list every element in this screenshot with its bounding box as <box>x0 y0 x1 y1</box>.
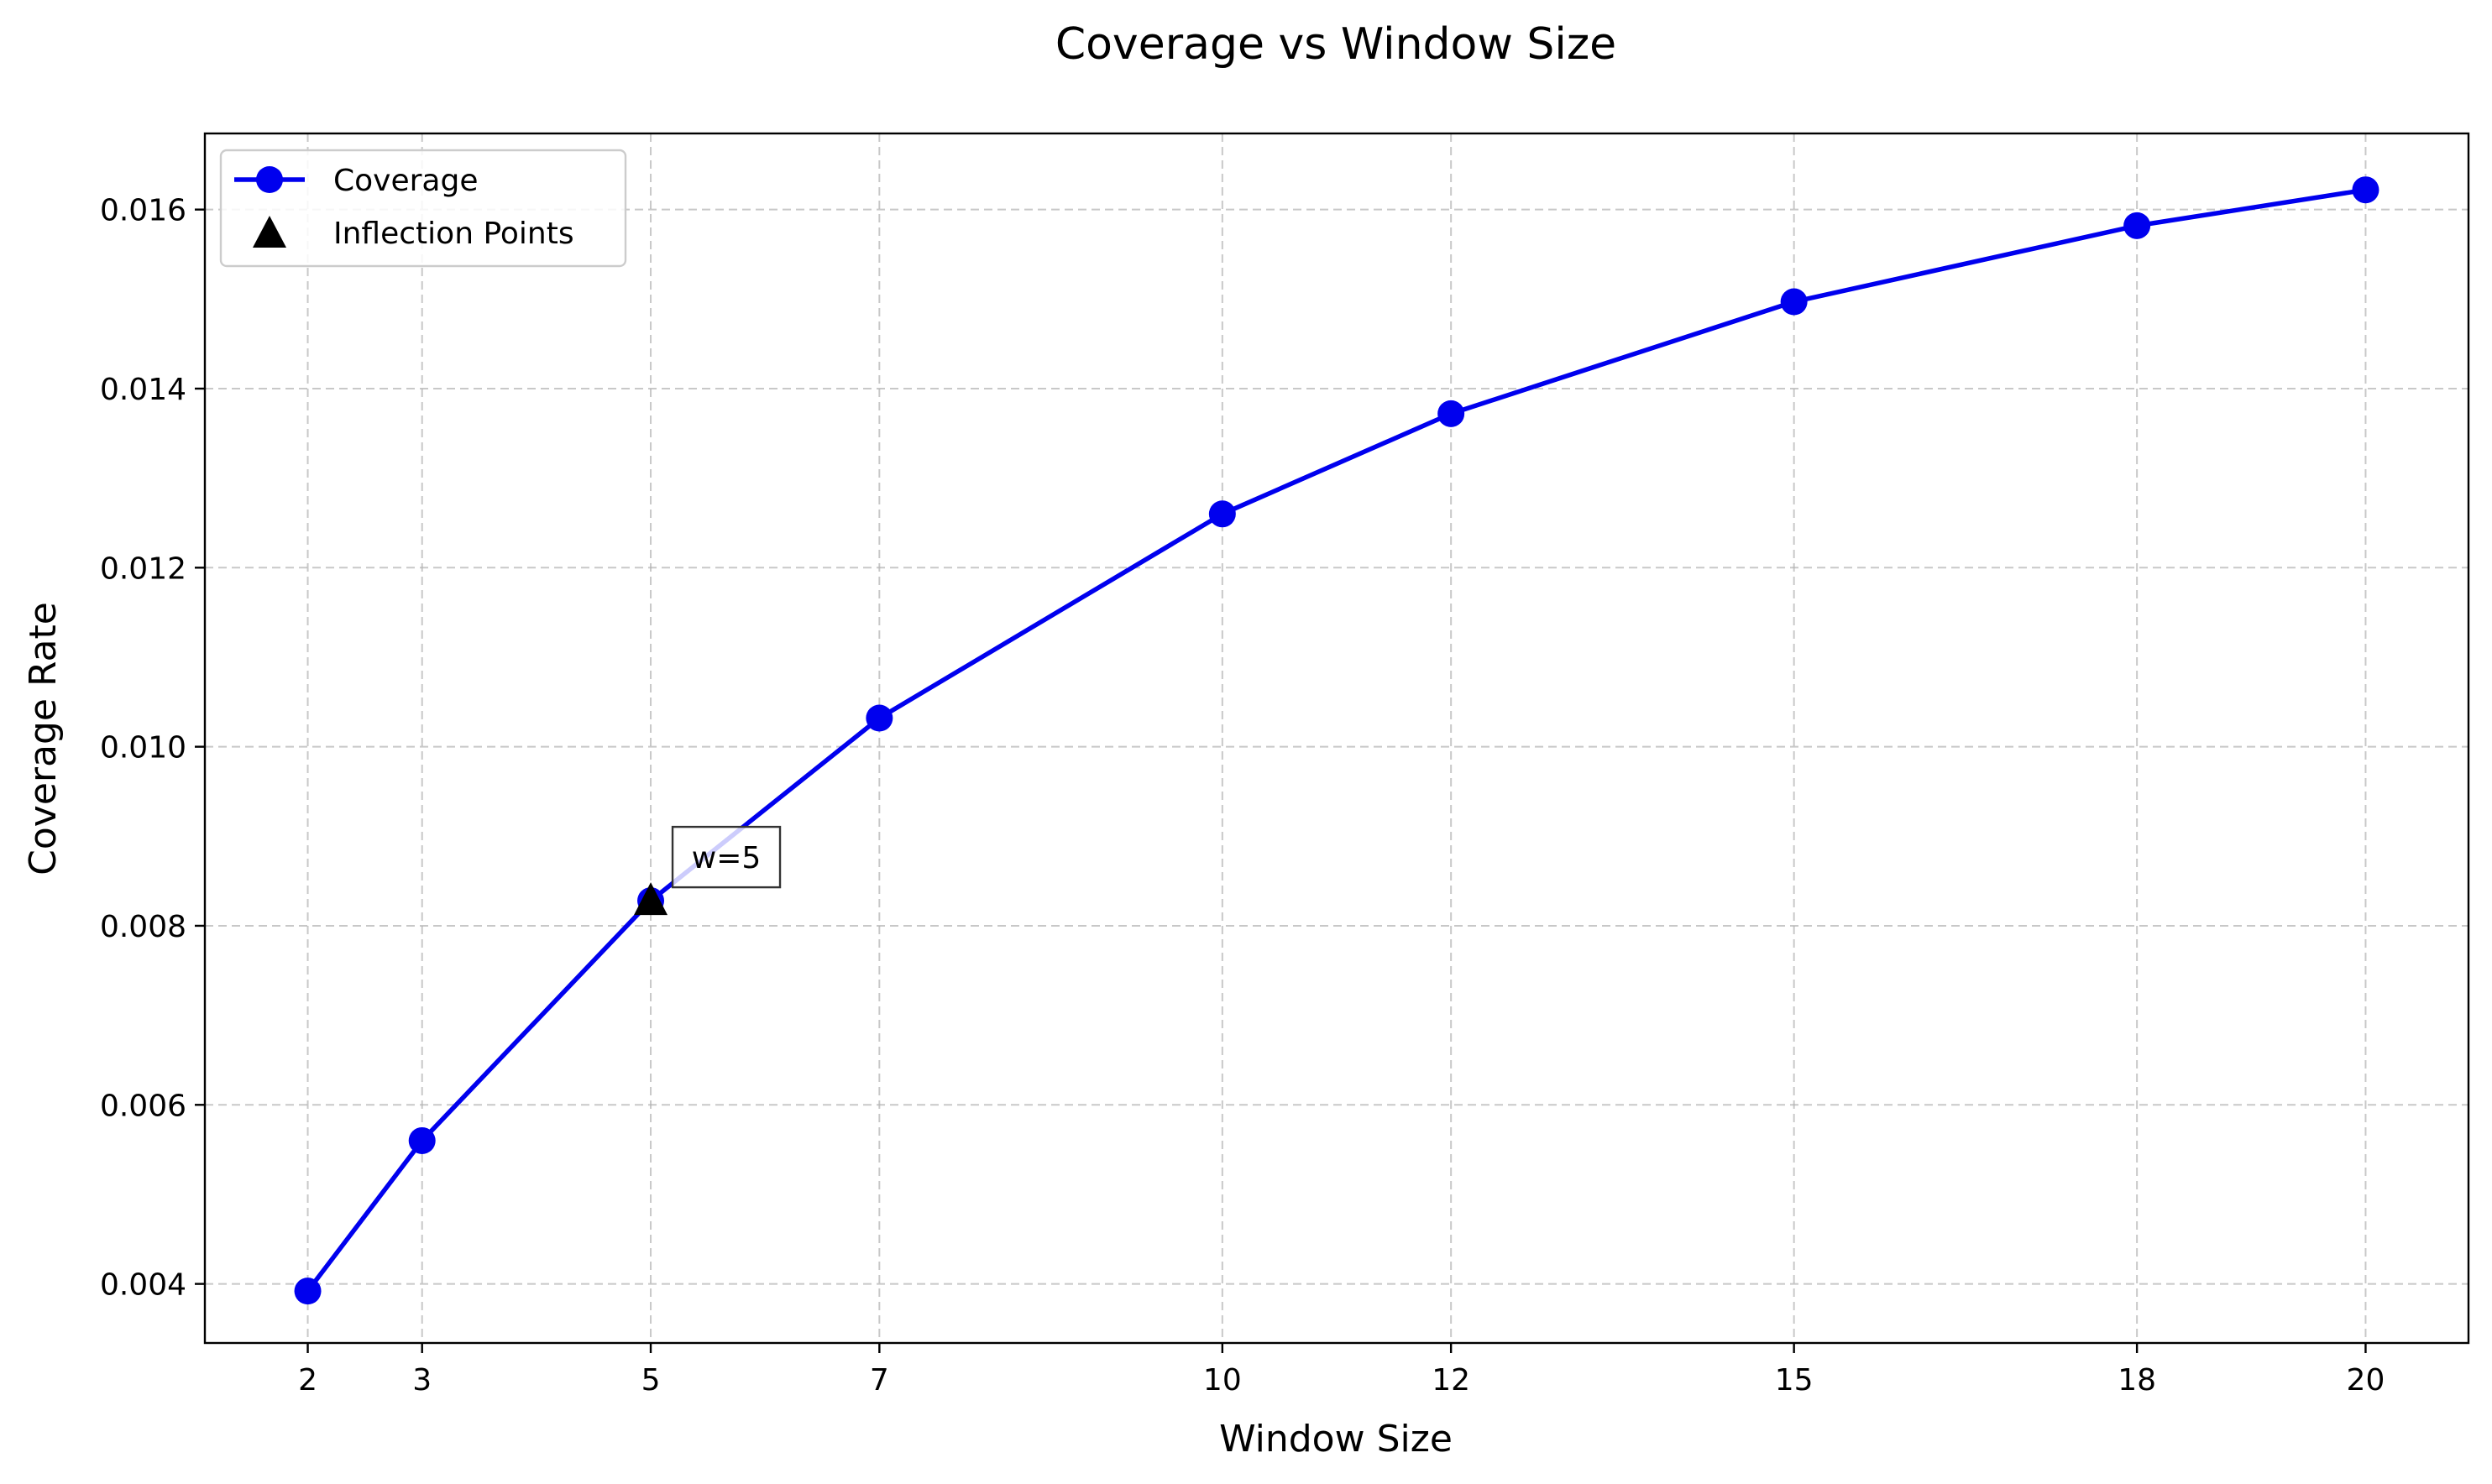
legend: Coverage Inflection Points <box>219 149 627 268</box>
x-tick-label: 15 <box>1775 1363 1814 1398</box>
x-tick-label: 5 <box>641 1363 661 1398</box>
y-tick-label: 0.006 <box>100 1089 186 1123</box>
coverage-data-point <box>1437 400 1465 427</box>
x-tick-label: 10 <box>1203 1363 1242 1398</box>
y-axis-ticks: 0.004 0.006 0.008 0.010 0.012 0.014 0.016 <box>100 194 205 1303</box>
x-tick-label: 18 <box>2118 1363 2156 1398</box>
x-tick-label: 12 <box>1432 1363 1470 1398</box>
y-tick-label: 0.004 <box>100 1268 186 1303</box>
coverage-data-point <box>1208 500 1236 528</box>
x-axis-label: Window Size <box>1219 1418 1453 1460</box>
legend-coverage-marker <box>256 166 283 193</box>
legend-label-coverage: Coverage <box>333 164 478 198</box>
chart-title: Coverage vs Window Size <box>1055 19 1616 70</box>
coverage-data-point <box>866 704 893 732</box>
y-axis-label: Coverage Rate <box>22 602 65 875</box>
coverage-data-point <box>294 1278 322 1305</box>
annotation-layer: w=5 <box>671 825 782 889</box>
coverage-data-point <box>2352 176 2379 204</box>
y-tick-label: 0.010 <box>100 731 186 766</box>
annotation-label: w=5 <box>692 841 762 875</box>
x-tick-label: 3 <box>412 1363 432 1398</box>
y-tick-label: 0.008 <box>100 910 186 944</box>
y-tick-label: 0.014 <box>100 373 186 407</box>
y-tick-label: 0.012 <box>100 551 186 586</box>
plot-area-frame <box>203 132 2470 1345</box>
coverage-data-point <box>408 1126 436 1154</box>
legend-frame <box>219 149 627 268</box>
inflection-point-marker <box>634 882 668 916</box>
x-tick-label: 2 <box>298 1363 317 1398</box>
legend-label-inflection-points: Inflection Points <box>333 217 574 251</box>
x-axis-ticks: 2 3 5 7 10 12 15 18 20 <box>298 1343 2385 1398</box>
annotation-box <box>671 825 782 889</box>
y-tick-label: 0.016 <box>100 194 186 228</box>
coverage-data-point <box>2123 212 2151 239</box>
grid <box>205 133 2468 1343</box>
legend-inflection-marker <box>253 216 286 248</box>
coverage-data-point <box>1780 288 1808 316</box>
marker-layer <box>294 176 2379 1305</box>
x-tick-label: 7 <box>870 1363 889 1398</box>
x-tick-label: 20 <box>2347 1363 2385 1398</box>
